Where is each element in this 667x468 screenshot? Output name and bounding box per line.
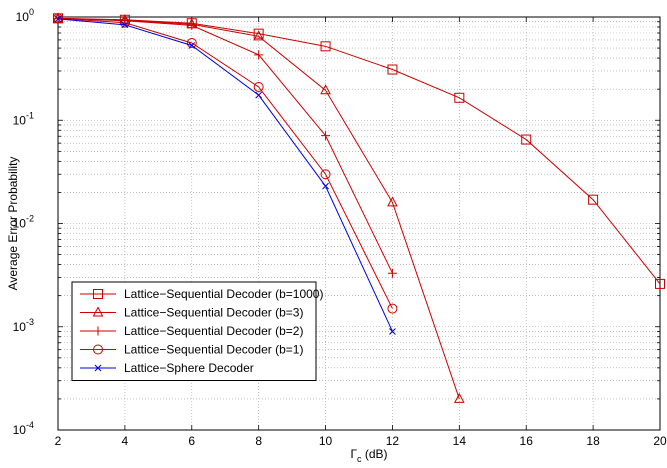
x-tick-label: 14 <box>453 434 467 448</box>
data-point-square <box>320 41 331 52</box>
legend-item: Lattice−Sequential Decoder (b=2) <box>80 324 303 338</box>
y-tick-label: 10-2 <box>13 214 34 231</box>
x-tick-label: 16 <box>520 434 534 448</box>
x-tick-label: 12 <box>386 434 400 448</box>
y-axis-label: Average Error Probability <box>6 157 20 291</box>
x-tick-label: 18 <box>586 434 600 448</box>
x-tick-labels: 2 4 6 8 10 12 14 16 18 20 <box>55 434 667 448</box>
data-point-square <box>253 28 264 39</box>
legend-item: Lattice−Sphere Decoder <box>80 361 254 375</box>
x-tick-label: 6 <box>188 434 195 448</box>
data-point-x <box>121 21 129 29</box>
data-point-x <box>322 182 329 190</box>
data-point-square <box>655 278 665 289</box>
data-point-circle <box>320 169 331 180</box>
data-point-triangle <box>320 84 331 95</box>
x-axis-label-unit: (dB) <box>362 447 388 461</box>
x-tick-label: 4 <box>122 434 129 448</box>
data-point-triangle <box>454 392 465 403</box>
series-3 <box>53 13 397 278</box>
data-point-x <box>255 91 263 99</box>
legend-label: Lattice−Sequential Decoder (b=2) <box>124 324 303 338</box>
x-tick-label: 2 <box>55 434 62 448</box>
data-point-square <box>93 289 103 299</box>
series-line <box>57 17 661 285</box>
data-point-plus <box>187 20 197 30</box>
data-point-plus <box>254 50 264 60</box>
data-point-square <box>588 194 599 205</box>
x-axis-label: Γc (dB) <box>350 447 387 464</box>
series-5 <box>54 15 396 335</box>
grid <box>58 17 660 430</box>
data-point-plus <box>387 268 397 278</box>
legend-item: Lattice−Sequential Decoder (b=1000) <box>80 287 323 301</box>
series-line <box>57 17 393 309</box>
series-4 <box>53 13 398 314</box>
series-line <box>57 18 393 332</box>
data-point-circle <box>93 344 103 355</box>
legend-label: Lattice−Sequential Decoder (b=1) <box>124 343 303 357</box>
data-point-plus <box>93 326 103 336</box>
data-point-square <box>521 134 532 145</box>
legend-label: Lattice−Sequential Decoder (b=3) <box>124 306 303 320</box>
x-tick-label: 10 <box>319 434 333 448</box>
data-point-x <box>389 328 396 335</box>
axis-ticks <box>57 16 661 431</box>
series-layer <box>52 12 665 403</box>
y-tick-label: 10-3 <box>13 317 34 334</box>
data-point-triangle <box>253 30 264 41</box>
legend-item: Lattice−Sequential Decoder (b=3) <box>80 306 303 320</box>
data-point-plus <box>321 131 331 141</box>
legend-label: Lattice−Sphere Decoder <box>124 361 254 375</box>
x-axis-label-symbol: Γ <box>350 447 357 461</box>
data-point-circle <box>186 37 197 48</box>
data-point-circle <box>119 17 130 28</box>
data-point-triangle <box>92 306 104 317</box>
legend-label: Lattice−Sequential Decoder (b=1000) <box>124 287 323 301</box>
data-point-square <box>454 92 465 103</box>
x-tick-label: 8 <box>255 434 262 448</box>
data-point-x <box>94 364 102 372</box>
x-tick-label: 20 <box>653 434 667 448</box>
y-tick-label: 10-4 <box>13 420 34 437</box>
y-tick-label: 100 <box>16 7 34 24</box>
data-point-triangle <box>387 196 398 207</box>
y-tick-labels: 100 10-1 10-2 10-3 10-4 <box>13 7 34 437</box>
data-point-square <box>387 64 398 75</box>
legend-item: Lattice−Sequential Decoder (b=1) <box>80 343 303 357</box>
data-point-circle <box>53 13 63 24</box>
x-axis-label-subscript: c <box>357 454 362 464</box>
legend: Lattice−Sequential Decoder (b=1000) Latti… <box>71 281 323 381</box>
data-point-x <box>54 15 62 23</box>
data-point-circle <box>253 81 264 92</box>
y-tick-label: 10-1 <box>13 110 34 127</box>
data-point-x <box>188 42 196 49</box>
series-line <box>57 17 393 274</box>
data-point-circle <box>387 303 398 314</box>
